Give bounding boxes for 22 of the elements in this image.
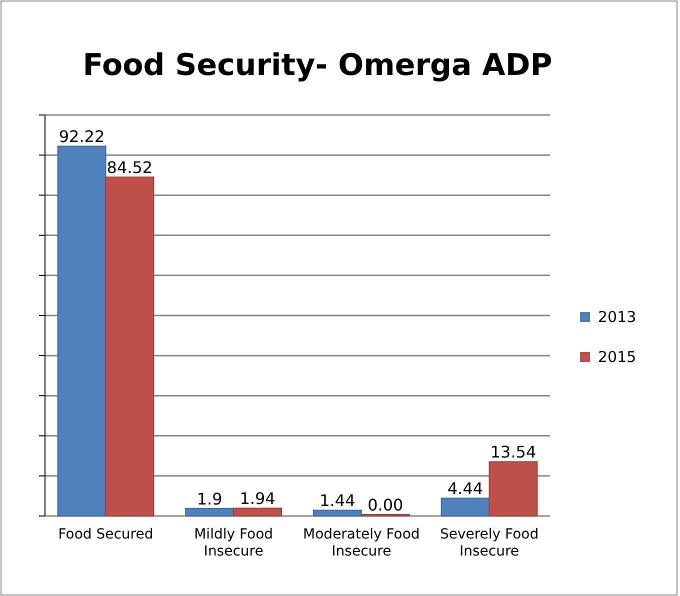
data-label: 92.22 xyxy=(58,127,105,146)
data-label: 1.9 xyxy=(196,489,222,508)
bar xyxy=(57,146,106,516)
legend-label: 2015 xyxy=(598,348,636,366)
bar xyxy=(488,461,538,516)
legend-label: 2013 xyxy=(598,308,636,326)
bar xyxy=(185,508,234,516)
chart-title: Food Security- Omerga ADP xyxy=(82,48,552,83)
data-label: 1.94 xyxy=(240,489,276,508)
data-label: 0.00 xyxy=(368,496,404,514)
data-label: 13.54 xyxy=(490,442,536,462)
data-label: 4.44 xyxy=(447,479,484,498)
x-tick-label: Moderately Food Insecure xyxy=(303,526,420,560)
bar xyxy=(312,510,362,516)
x-tick-label: Mildly Food Insecure xyxy=(194,526,274,560)
x-tick-label: Severely Food Insecure xyxy=(440,526,539,560)
x-tick-label: Food Secured xyxy=(58,526,154,543)
data-label: 1.44 xyxy=(320,491,356,510)
bar xyxy=(105,176,154,516)
data-label: 84.52 xyxy=(106,158,153,178)
bar xyxy=(233,508,282,516)
bar xyxy=(440,498,490,516)
